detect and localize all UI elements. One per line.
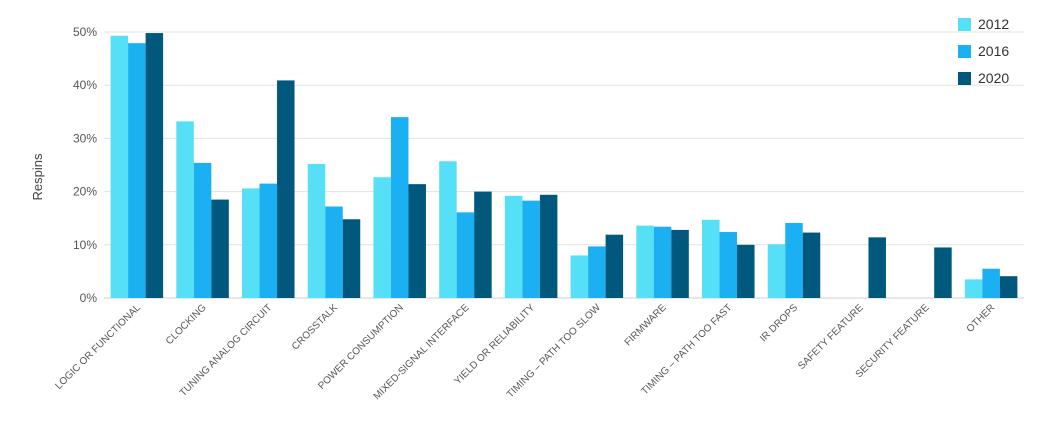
bar-2016 xyxy=(653,226,672,298)
bar-2016 xyxy=(390,117,409,299)
bar-2012 xyxy=(373,177,391,298)
bar-2012 xyxy=(702,219,720,298)
y-tick-label: 50% xyxy=(73,25,97,39)
bar-2020 xyxy=(934,247,952,298)
gridlines xyxy=(104,31,1024,299)
y-axis-label: Respins xyxy=(30,153,45,200)
y-tick-label: 40% xyxy=(73,78,97,92)
y-tick-labels: 0% 10% 20% 30% 40% 50% xyxy=(73,25,97,305)
legend-label-2020: 2020 xyxy=(978,70,1009,86)
bar-2020 xyxy=(408,184,426,298)
legend-swatch-2012 xyxy=(958,18,971,31)
bar-2012 xyxy=(636,225,654,298)
bar-2012 xyxy=(176,121,194,298)
bar-2016 xyxy=(588,246,606,298)
bar-2020 xyxy=(671,229,689,298)
x-tick-label: SECURITY FEATURE xyxy=(854,302,932,380)
x-tick-label: LOGIC OR FUNCTIONAL xyxy=(53,302,143,392)
y-tick-label: 10% xyxy=(73,238,97,252)
bar-2020 xyxy=(737,244,755,298)
bar-2012 xyxy=(439,161,457,298)
bar-2012 xyxy=(767,244,786,298)
bar-2020 xyxy=(868,237,886,298)
bars xyxy=(110,33,1018,299)
bar-2012 xyxy=(307,163,326,298)
bar-2016 xyxy=(128,43,146,299)
y-tick-label: 20% xyxy=(73,185,97,199)
bar-2020 xyxy=(145,33,164,299)
bar-2012 xyxy=(110,35,129,298)
bar-2020 xyxy=(999,276,1018,298)
legend-swatch-2016 xyxy=(958,45,971,58)
bar-2016 xyxy=(522,200,540,298)
bar-2012 xyxy=(964,279,983,298)
x-tick-label: IR DROPS xyxy=(758,302,800,344)
bar-2016 xyxy=(719,232,738,298)
bar-2016 xyxy=(193,162,212,298)
x-tick-label: CLOCKING xyxy=(164,302,209,347)
bar-2012 xyxy=(570,255,589,298)
bar-2020 xyxy=(474,191,492,298)
bar-2016 xyxy=(259,183,278,298)
y-tick-label: 30% xyxy=(73,131,97,145)
bar-2012 xyxy=(504,195,523,298)
x-tick-label: OTHER xyxy=(965,302,998,335)
bar-2016 xyxy=(456,212,475,298)
legend-label-2016: 2016 xyxy=(978,43,1009,59)
bar-2020 xyxy=(211,199,229,298)
bar-2020 xyxy=(802,232,821,298)
bar-2016 xyxy=(325,206,343,298)
bar-2020 xyxy=(342,219,361,298)
legend-label-2012: 2012 xyxy=(978,16,1009,32)
legend: 2012 2016 2020 xyxy=(958,16,1009,86)
legend-swatch-2020 xyxy=(958,72,971,85)
x-tick-label: FIRMWARE xyxy=(623,302,669,348)
y-tick-label: 0% xyxy=(80,291,98,305)
bar-2020 xyxy=(277,80,295,298)
bar-2012 xyxy=(242,188,260,298)
bar-2020 xyxy=(605,234,624,298)
x-tick-label: SAFETY FEATURE xyxy=(796,302,866,372)
bar-2020 xyxy=(539,194,558,298)
x-tick-label: CROSSTALK xyxy=(290,302,340,352)
bar-2016 xyxy=(982,268,1000,298)
bar-2016 xyxy=(785,222,803,298)
